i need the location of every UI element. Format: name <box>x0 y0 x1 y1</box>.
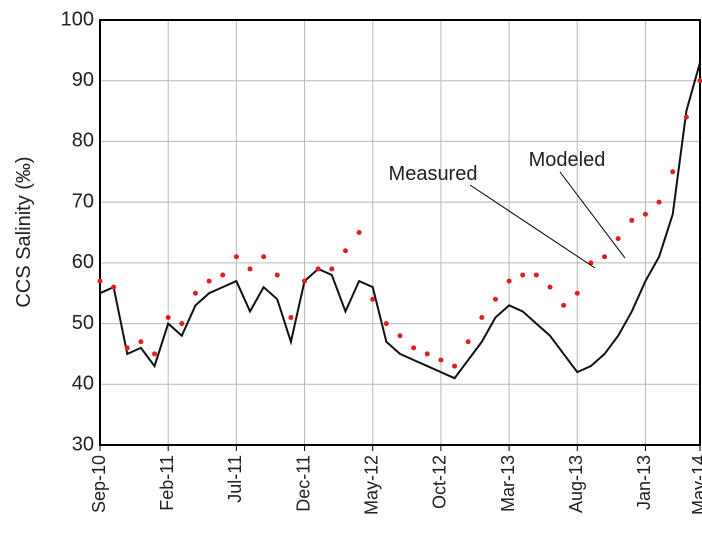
data-point <box>97 278 103 284</box>
data-point <box>424 351 430 357</box>
x-tick-label: Mar-13 <box>498 455 518 512</box>
x-tick-label: Jan-13 <box>634 455 654 510</box>
data-point <box>370 296 376 302</box>
x-tick-label: Jul-11 <box>225 455 245 503</box>
x-tick-label: Dec-11 <box>293 455 313 512</box>
y-tick-label: 100 <box>61 8 94 30</box>
data-point <box>452 363 458 369</box>
data-point <box>411 345 417 351</box>
data-point <box>533 272 539 278</box>
data-point <box>261 254 267 260</box>
data-point <box>220 272 226 278</box>
y-tick-label: 30 <box>72 433 94 455</box>
data-point <box>670 169 676 175</box>
y-tick-label: 50 <box>72 312 94 334</box>
data-line <box>99 62 701 380</box>
x-tick-label: Feb-11 <box>157 455 177 511</box>
plot-frame <box>99 19 701 446</box>
x-tick-label: May-14 <box>689 455 702 515</box>
annotation: Modeled <box>529 149 606 171</box>
data-point <box>506 278 512 284</box>
data-point <box>152 351 158 357</box>
data-point <box>192 290 198 296</box>
data-point <box>329 266 335 272</box>
data-point <box>342 248 348 254</box>
data-point <box>315 266 321 272</box>
data-point <box>383 321 389 327</box>
data-point <box>247 266 253 272</box>
data-point <box>520 272 526 278</box>
data-point <box>615 236 621 242</box>
data-point <box>479 315 485 320</box>
data-point <box>233 254 239 260</box>
x-tick-label: Oct-12 <box>430 455 450 509</box>
y-tick-label: 70 <box>72 190 94 212</box>
x-tick-label: May-12 <box>361 455 381 515</box>
y-tick-label: 80 <box>72 130 94 152</box>
data-point <box>642 211 648 217</box>
y-tick-label: 90 <box>72 69 94 91</box>
data-point <box>547 284 553 290</box>
annotation: Measured <box>389 163 478 185</box>
x-tick-label: Aug-13 <box>566 455 586 513</box>
annotation-pointer <box>559 171 626 259</box>
annotation-pointer <box>469 184 596 269</box>
data-point <box>138 339 144 345</box>
y-tick-label: 60 <box>72 251 94 273</box>
data-point <box>629 217 635 223</box>
data-point <box>492 296 498 302</box>
data-point <box>697 78 702 84</box>
data-point <box>656 199 662 205</box>
y-axis-label: CCS Salinity (‰) <box>13 156 35 307</box>
data-point <box>683 114 689 120</box>
data-point <box>397 333 403 339</box>
data-point <box>165 315 171 320</box>
data-point <box>111 284 117 290</box>
y-tick-label: 40 <box>72 373 94 395</box>
data-point <box>124 345 130 351</box>
data-point <box>602 254 608 260</box>
data-point <box>438 357 444 363</box>
data-point <box>302 278 308 284</box>
x-tick-label: Sep-10 <box>89 455 109 513</box>
data-point <box>179 321 185 327</box>
data-point <box>274 272 280 278</box>
data-point <box>356 230 362 235</box>
data-point <box>288 315 294 320</box>
data-point <box>465 339 471 345</box>
data-point <box>206 278 212 284</box>
data-point <box>561 302 567 308</box>
data-point <box>574 290 580 296</box>
